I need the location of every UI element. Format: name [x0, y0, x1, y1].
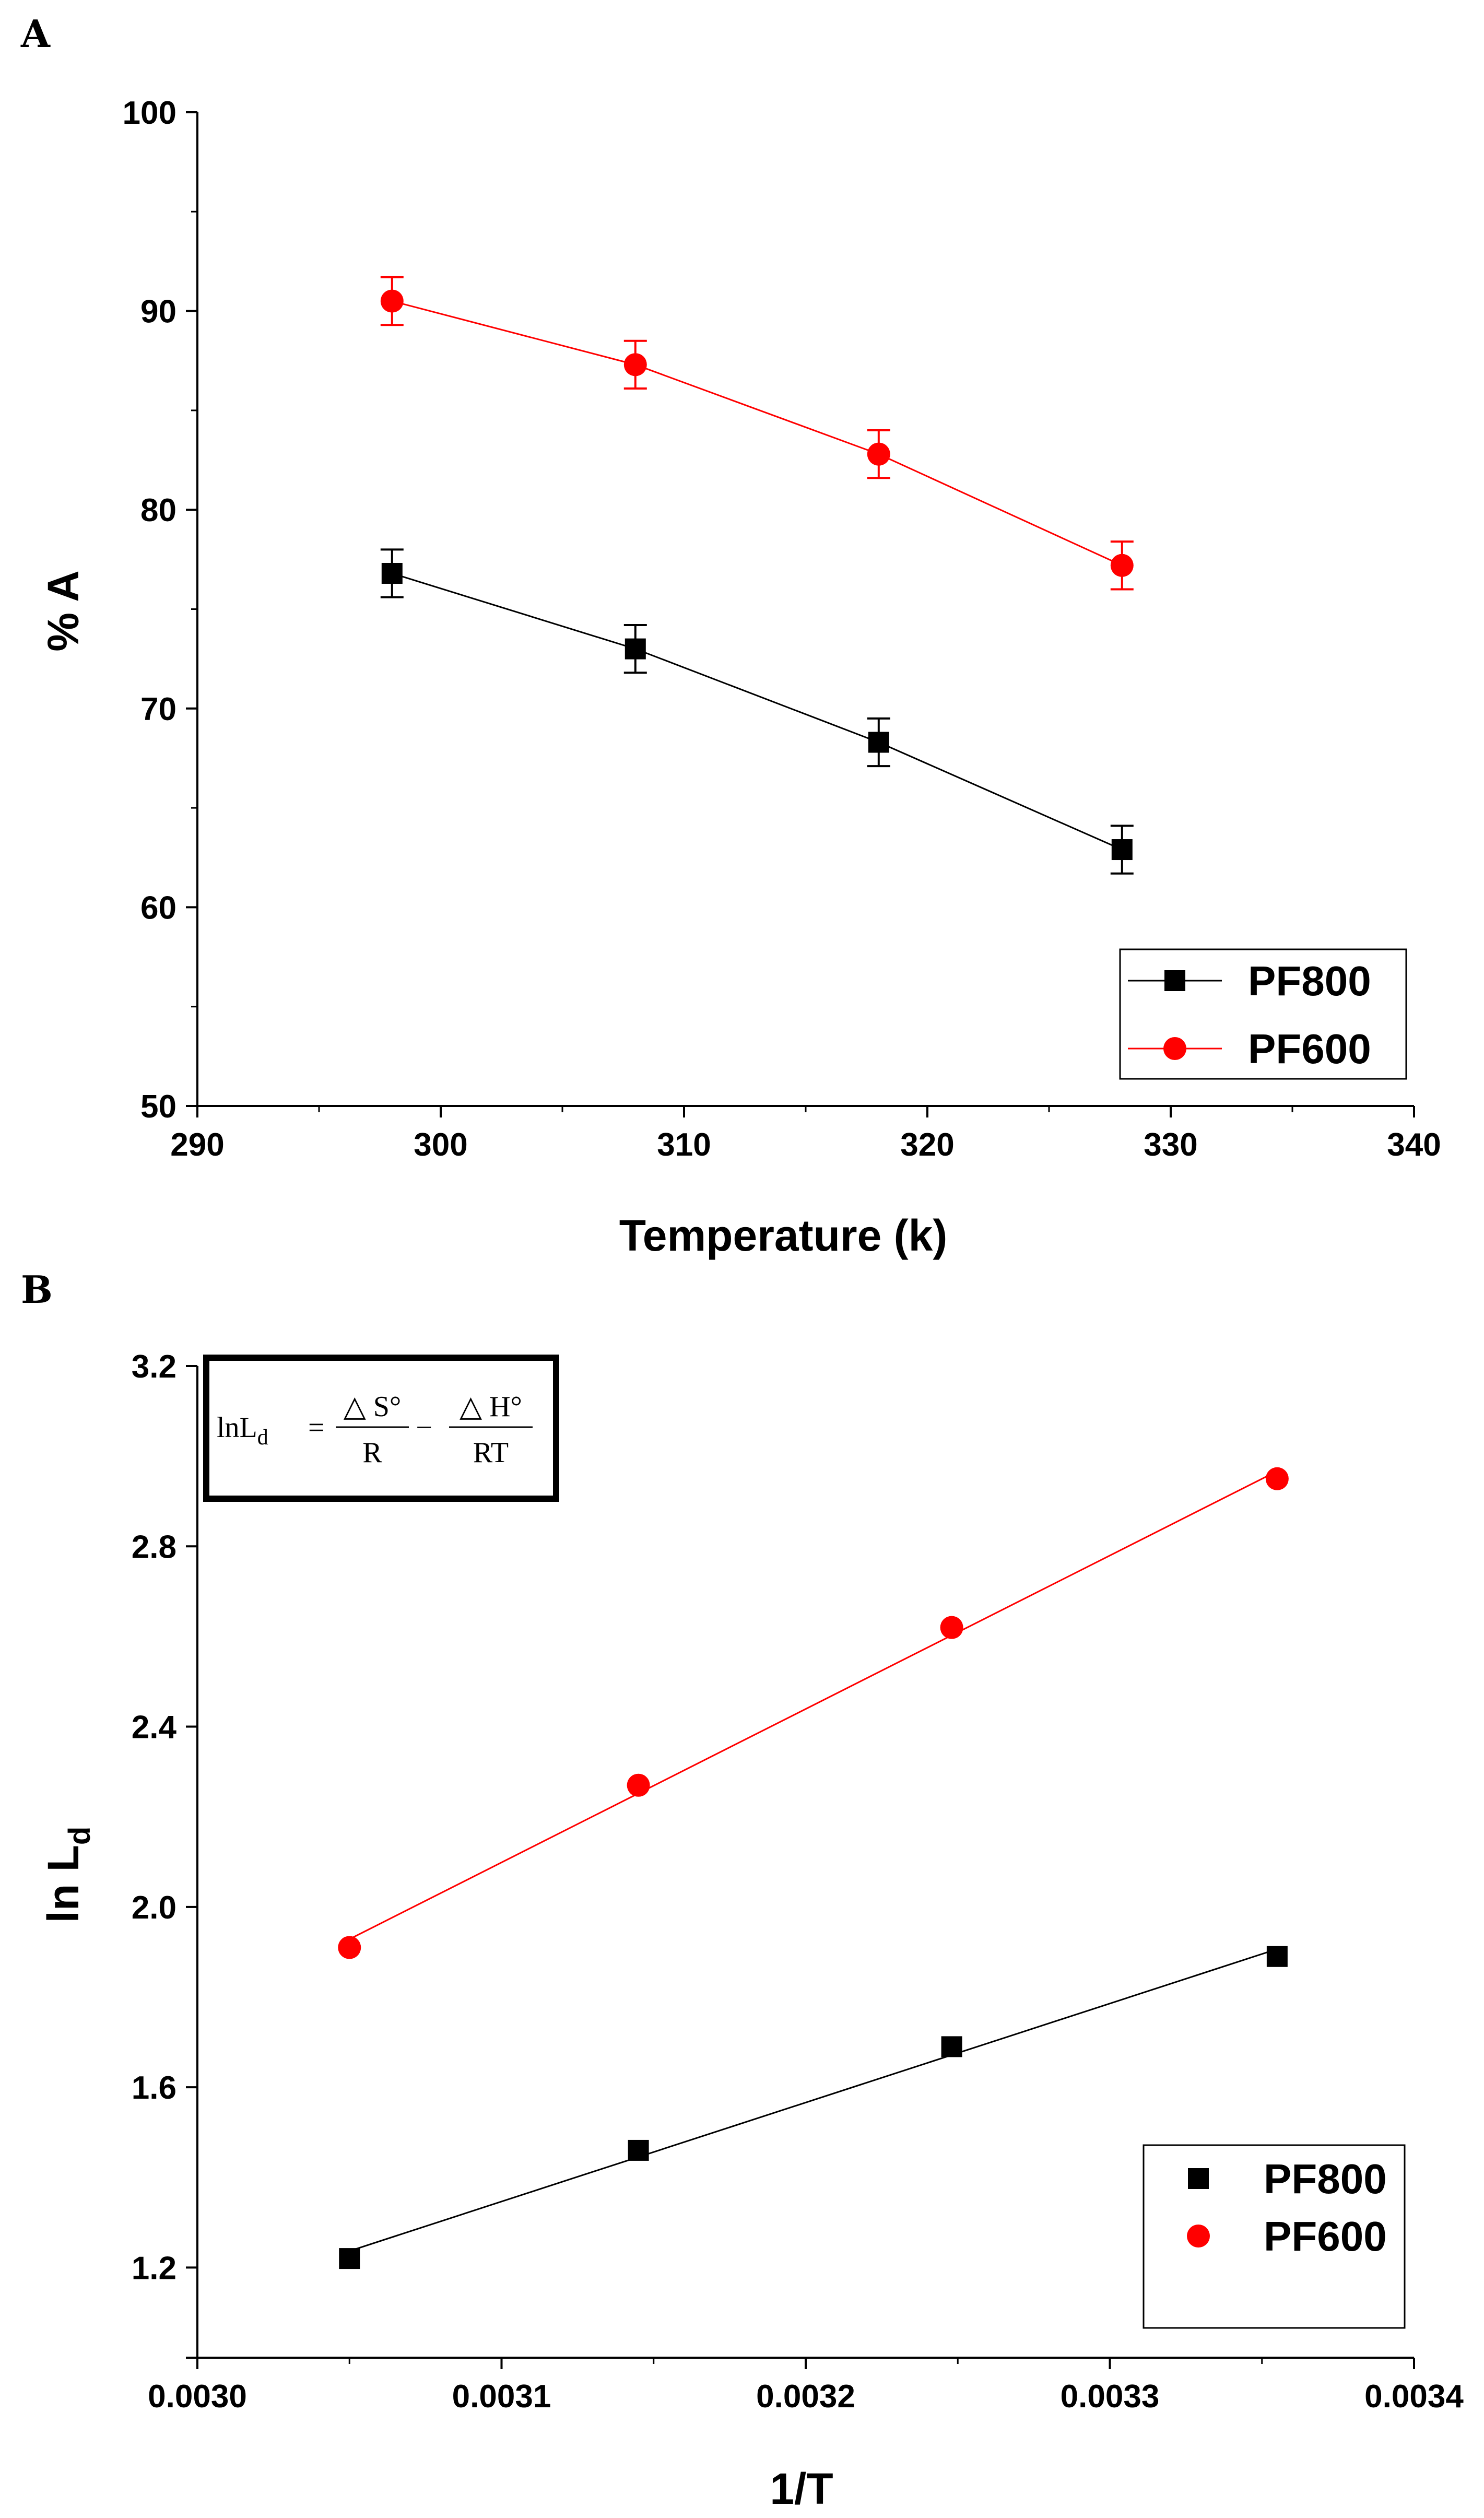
panel-a-y-tick-label: 60 — [140, 890, 176, 926]
panel-b-legend-label-pf800: PF800 — [1264, 2156, 1387, 2202]
panel-b-pf600-line — [349, 1470, 1278, 1940]
panel-a-y-tick-label: 50 — [140, 1089, 176, 1125]
panel-a-legend: PF800 PF600 — [1119, 948, 1407, 1080]
panel-a-y-axis-title: % A — [39, 570, 88, 652]
panel-a-x-ticks: 290 300 310 320 330 340 — [170, 1106, 1441, 1163]
equation-denominator-2: RT — [473, 1437, 509, 1469]
panel-b-x-tick-label: 0.0032 — [756, 2379, 855, 2415]
panel-b-pf800-point — [339, 2248, 360, 2269]
panel-a-legend-label-pf800: PF800 — [1248, 958, 1371, 1004]
panel-b-pf600-point — [338, 1936, 361, 1959]
panel-a-legend-marker-pf600 — [1163, 1037, 1186, 1060]
panel-b-pf800-point — [941, 2036, 962, 2057]
panel-a-pf800-line — [392, 572, 1123, 851]
panel-a: A 290 300 310 320 330 340 50 60 70 80 90 100 Tempe… — [20, 11, 1441, 1260]
equation-numerator-2: △ H° — [460, 1391, 522, 1423]
panel-a-x-tick-label: 310 — [657, 1127, 711, 1163]
panel-b-y-ticks: 1.2 1.6 2.0 2.4 2.8 3.2 — [132, 1349, 197, 2359]
panel-a-letter: A — [20, 11, 51, 56]
panel-b-series — [338, 1467, 1289, 2269]
panel-b-pf800-line — [349, 1948, 1278, 2252]
panel-b-y-axis-title-main: ln L — [39, 1845, 88, 1923]
panel-a-pf600-point — [1110, 554, 1134, 577]
panel-a-legend-label-pf600: PF600 — [1248, 1026, 1371, 1072]
panel-a-pf600-line — [392, 300, 1123, 567]
panel-b-y-axis-title-sub: d — [63, 1827, 97, 1845]
panel-b-pf800-point — [1266, 1946, 1288, 1967]
panel-b-y-axis-title: ln Ld — [39, 1827, 97, 1923]
equation-numerator-1: △ S° — [344, 1391, 402, 1423]
panel-a-pf800-point — [868, 732, 889, 753]
panel-b-pf800-point — [628, 2139, 649, 2161]
panel-a-x-tick-label: 330 — [1144, 1127, 1197, 1163]
panel-a-y-tick-label: 90 — [140, 294, 176, 330]
panel-a-y-tick-label: 70 — [140, 691, 176, 727]
equation-minus: − — [416, 1411, 432, 1444]
panel-b-pf600-point — [940, 1616, 963, 1639]
panel-a-y-ticks: 50 60 70 80 90 100 — [123, 95, 197, 1125]
panel-b-letter: B — [21, 1267, 53, 1312]
panel-b-legend-marker-pf600 — [1187, 2225, 1210, 2248]
panel-b-y-tick-label: 1.6 — [132, 2070, 176, 2106]
panel-b-x-tick-label: 0.0033 — [1061, 2379, 1160, 2415]
panel-b-y-tick-label: 2.4 — [132, 1710, 177, 1746]
panel-b-x-ticks: 0.0030 0.0031 0.0032 0.0033 0.0034 — [148, 2358, 1464, 2415]
panel-b-x-axis-title: 1/T — [770, 2464, 833, 2513]
panel-b-legend-marker-pf800 — [1188, 2168, 1209, 2189]
panel-b-legend: PF800 PF600 — [1143, 2144, 1406, 2329]
panel-a-x-tick-label: 300 — [414, 1127, 467, 1163]
equation-denominator-1: R — [362, 1437, 382, 1469]
panel-a-x-axis-title: Temperature (k) — [619, 1211, 948, 1260]
panel-a-pf800-point — [1111, 839, 1133, 861]
panel-a-legend-marker-pf800 — [1164, 970, 1185, 991]
panel-a-pf600-point — [623, 353, 647, 376]
equation-box: lnLd = △ S° R − △ H° RT — [203, 1355, 559, 1502]
panel-a-x-tick-label: 340 — [1387, 1127, 1441, 1163]
panel-b-pf600-point — [627, 1773, 650, 1797]
panel-b-x-tick-label: 0.0031 — [452, 2379, 551, 2415]
panel-a-pf800-point — [625, 638, 646, 660]
panel-b-x-tick-label: 0.0030 — [148, 2379, 247, 2415]
panel-a-x-tick-label: 290 — [170, 1127, 224, 1163]
panel-b: B 0.0030 0.0031 0.0032 0.0033 0.0034 1.2 1.6 2… — [21, 1267, 1464, 2513]
panel-b-legend-label-pf600: PF600 — [1264, 2213, 1387, 2260]
panel-b-y-tick-label: 2.0 — [132, 1890, 176, 1926]
panel-a-pf600-point — [380, 289, 404, 313]
panel-a-x-tick-label: 320 — [900, 1127, 954, 1163]
panel-a-pf600-point — [867, 442, 890, 466]
panel-b-x-tick-label: 0.0034 — [1364, 2379, 1464, 2415]
panel-a-y-tick-label: 100 — [123, 95, 176, 131]
panel-b-y-tick-label: 2.8 — [132, 1529, 176, 1565]
panel-a-y-tick-label: 80 — [140, 492, 176, 528]
equation-equals: = — [308, 1411, 325, 1444]
panel-b-pf600-point — [1265, 1467, 1289, 1490]
panel-b-y-tick-label: 3.2 — [132, 1349, 176, 1385]
equation-lhs: lnLd — [217, 1411, 268, 1450]
panel-b-y-tick-label: 1.2 — [132, 2250, 176, 2286]
panel-a-pf800-point — [381, 562, 403, 584]
equation-frame — [203, 1355, 559, 1502]
svg-text:ln Ld: ln Ld — [39, 1827, 97, 1923]
panel-a-series — [380, 276, 1134, 875]
